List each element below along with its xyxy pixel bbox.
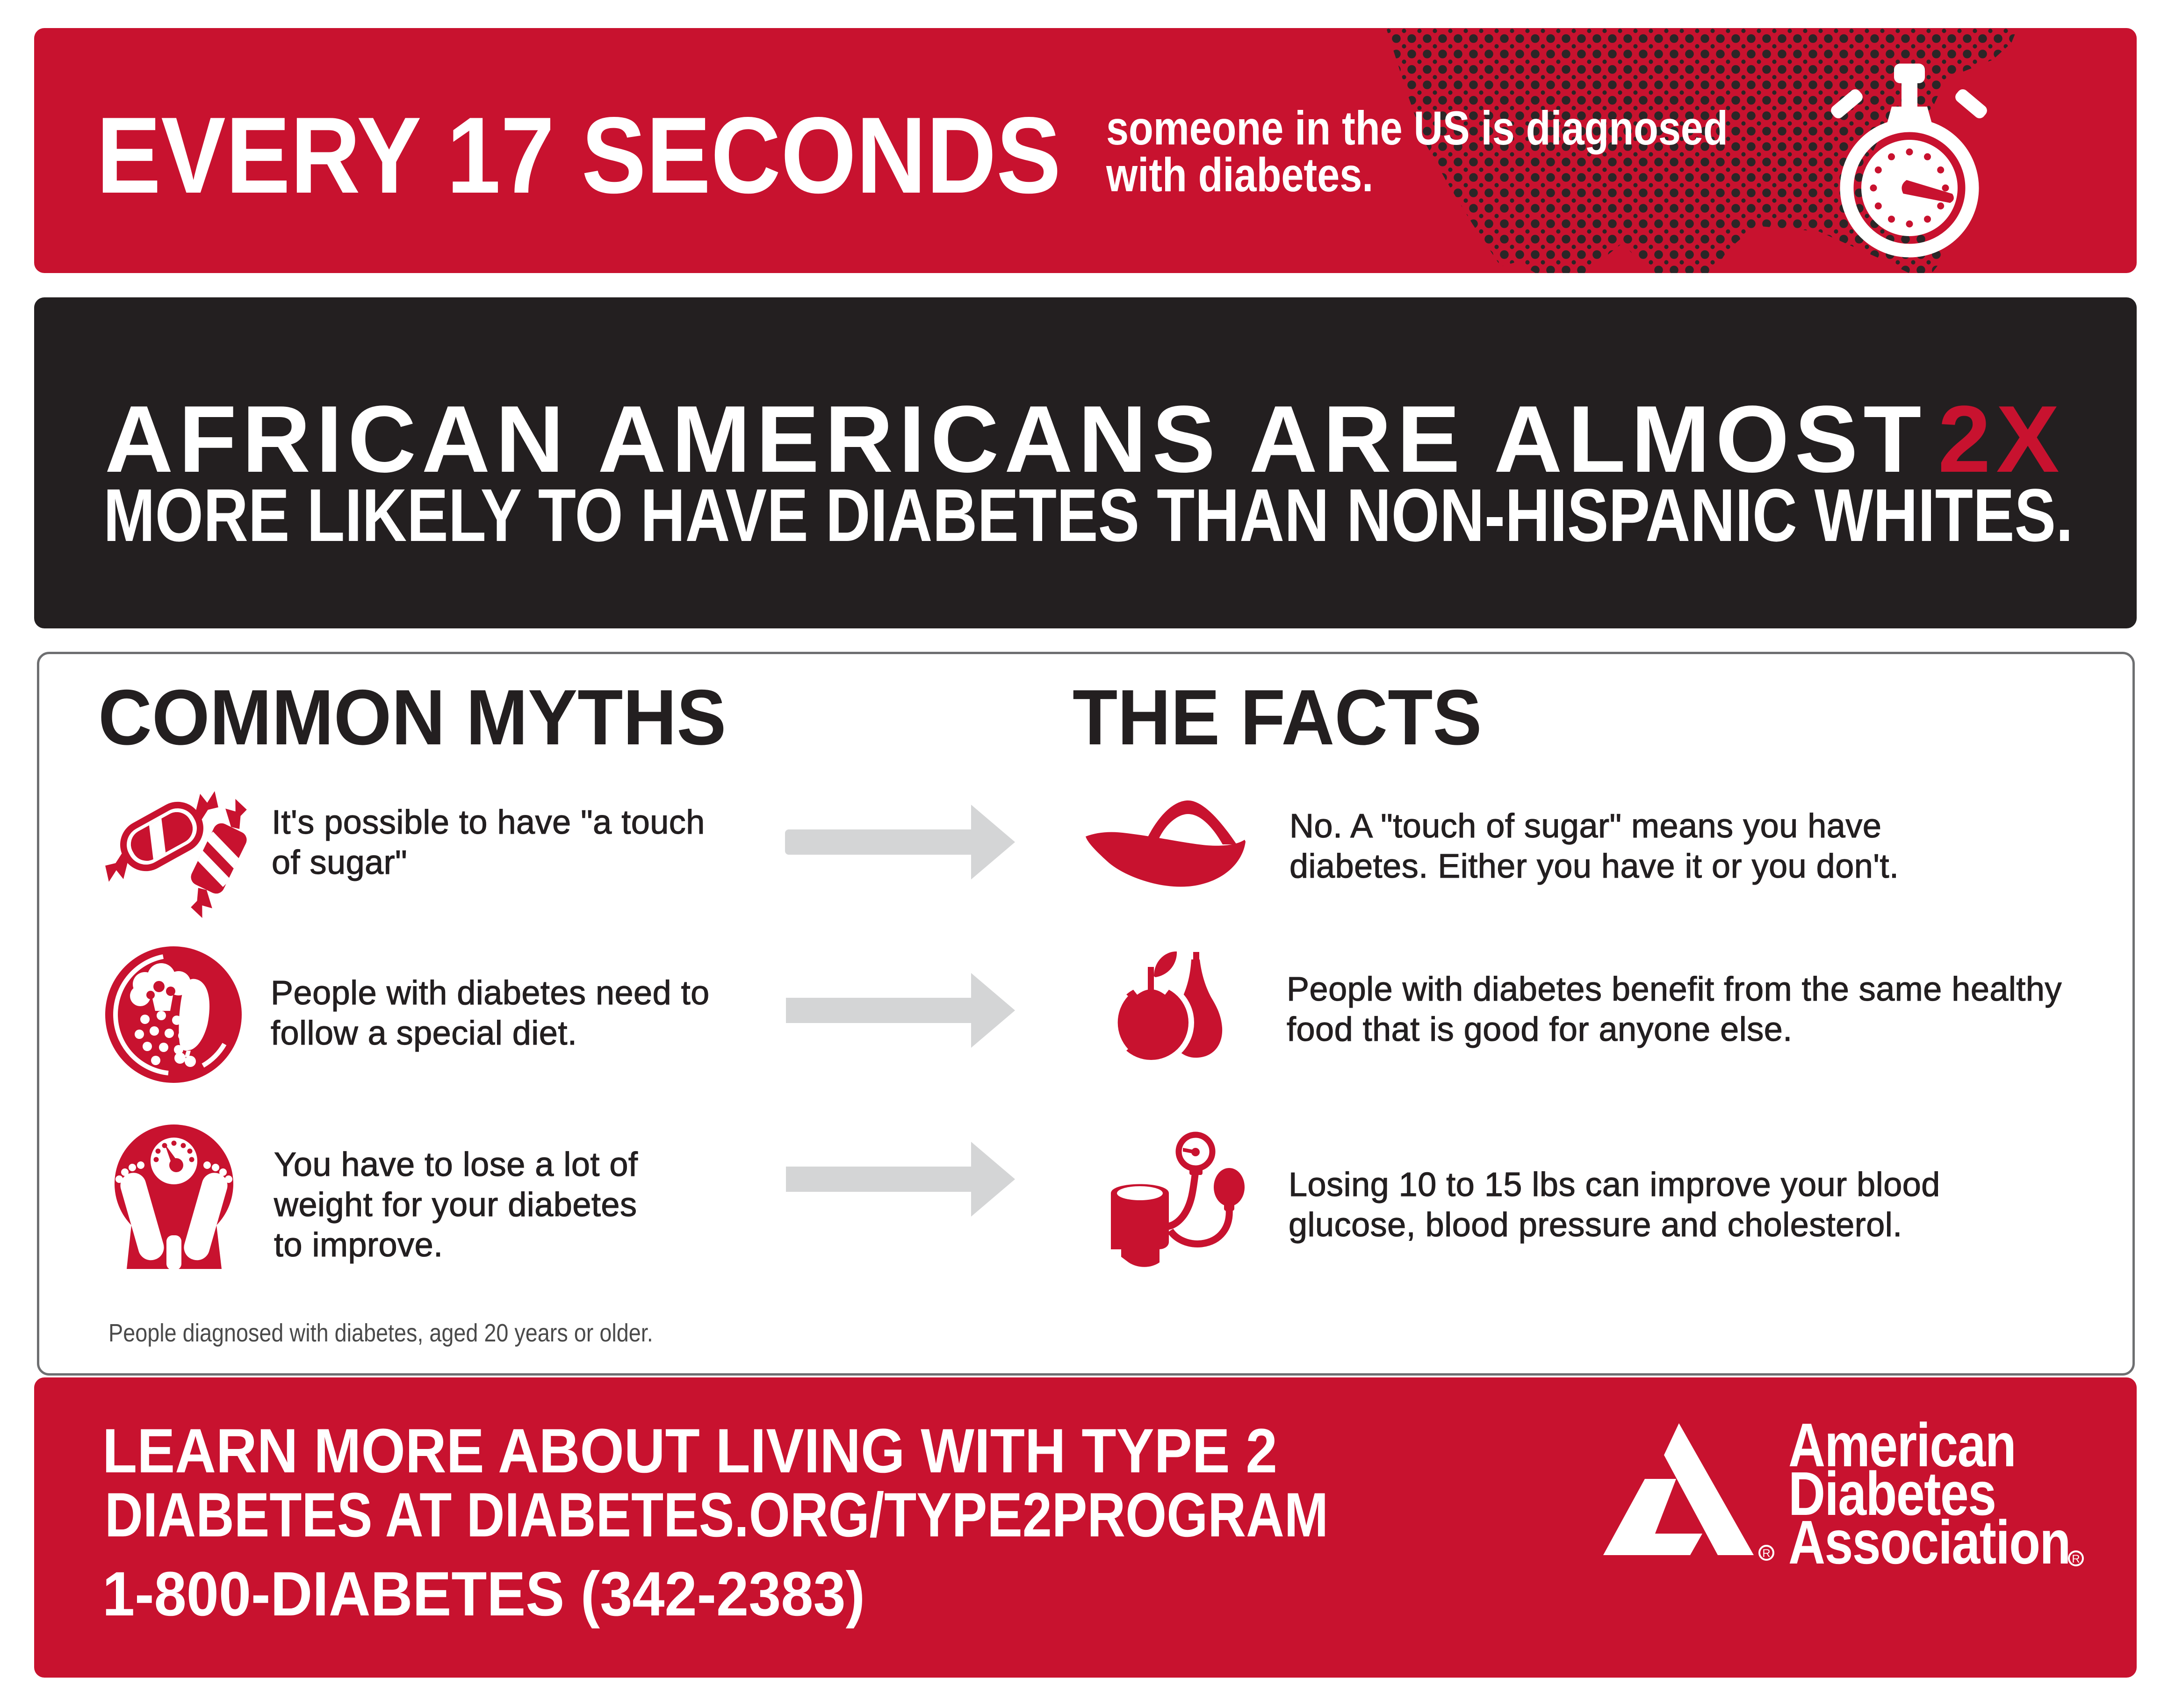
svg-text:R: R <box>1762 1547 1770 1560</box>
svg-text:R: R <box>2072 1553 2080 1565</box>
